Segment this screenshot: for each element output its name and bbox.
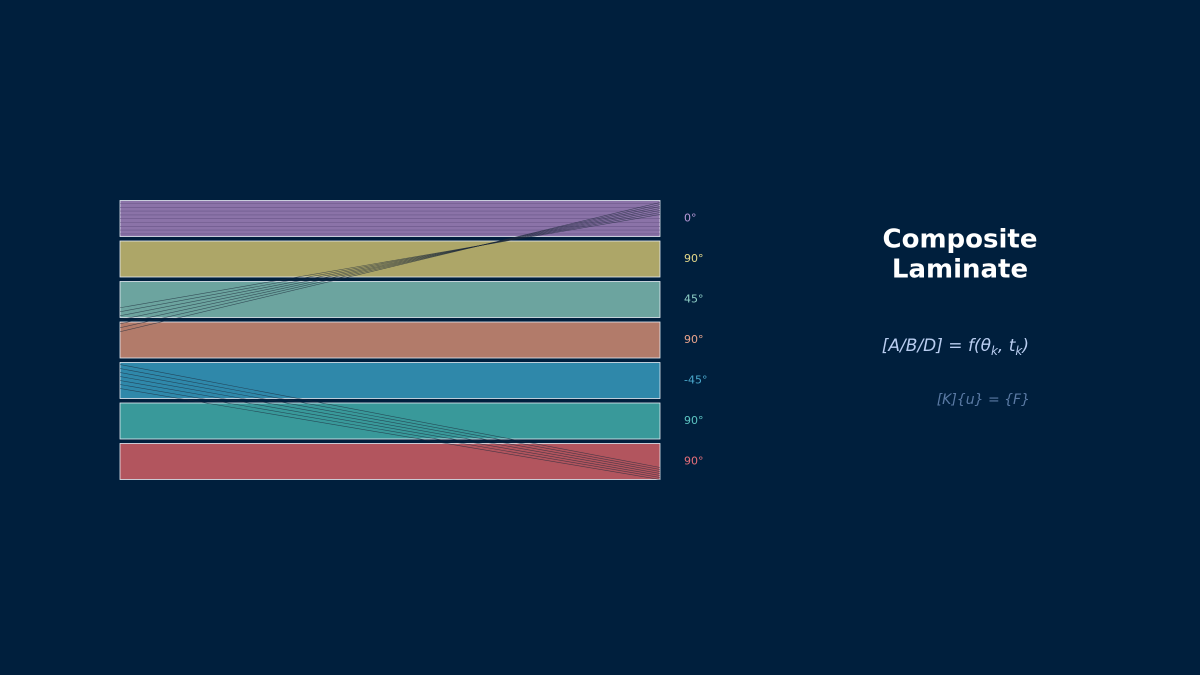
fiber-line [119, 376, 661, 474]
equation-subscript: k [1015, 344, 1023, 358]
fiber-line [119, 204, 661, 329]
fiber-line [119, 212, 661, 313]
layer-label: -45° [684, 374, 707, 387]
fiber-line [119, 208, 661, 321]
fiber-line [119, 214, 661, 309]
layer [119, 443, 661, 480]
fiber-line [119, 368, 661, 470]
layer-label: 90° [684, 455, 704, 468]
layer-label: 90° [684, 414, 704, 427]
fiber-line [119, 202, 661, 333]
equation-part: , t [998, 336, 1017, 356]
layer-label: 90° [684, 333, 704, 346]
fiber-line [119, 210, 661, 317]
equation-part: ) [1020, 336, 1029, 356]
title-line: Laminate [892, 255, 1028, 285]
fiber-line [119, 384, 661, 478]
fiber-lines [119, 202, 661, 480]
layer-label: 90° [684, 252, 704, 265]
fiber-line [119, 206, 661, 325]
layer [119, 362, 661, 399]
layer [119, 402, 661, 440]
layer-label: 0° [684, 212, 697, 225]
layer [119, 240, 661, 278]
fiber-line [119, 380, 661, 476]
laminate-stack: 0° 90° 45° 90° -45° 90° 90° [119, 200, 707, 480]
equation: [K]{u} = {F} [937, 392, 1030, 408]
equation-part: [A/B/D] = f(θ [882, 336, 992, 356]
layer-label: 45° [684, 293, 704, 306]
equation-subscript: k [991, 344, 999, 358]
fiber-line [119, 364, 661, 468]
title-line: Composite [883, 225, 1038, 255]
fiber-line [119, 372, 661, 472]
fiber-line [119, 388, 661, 480]
layer [119, 281, 661, 318]
equation: [A/B/D] = f(θk, tk) [882, 336, 1029, 358]
layer [119, 321, 661, 359]
